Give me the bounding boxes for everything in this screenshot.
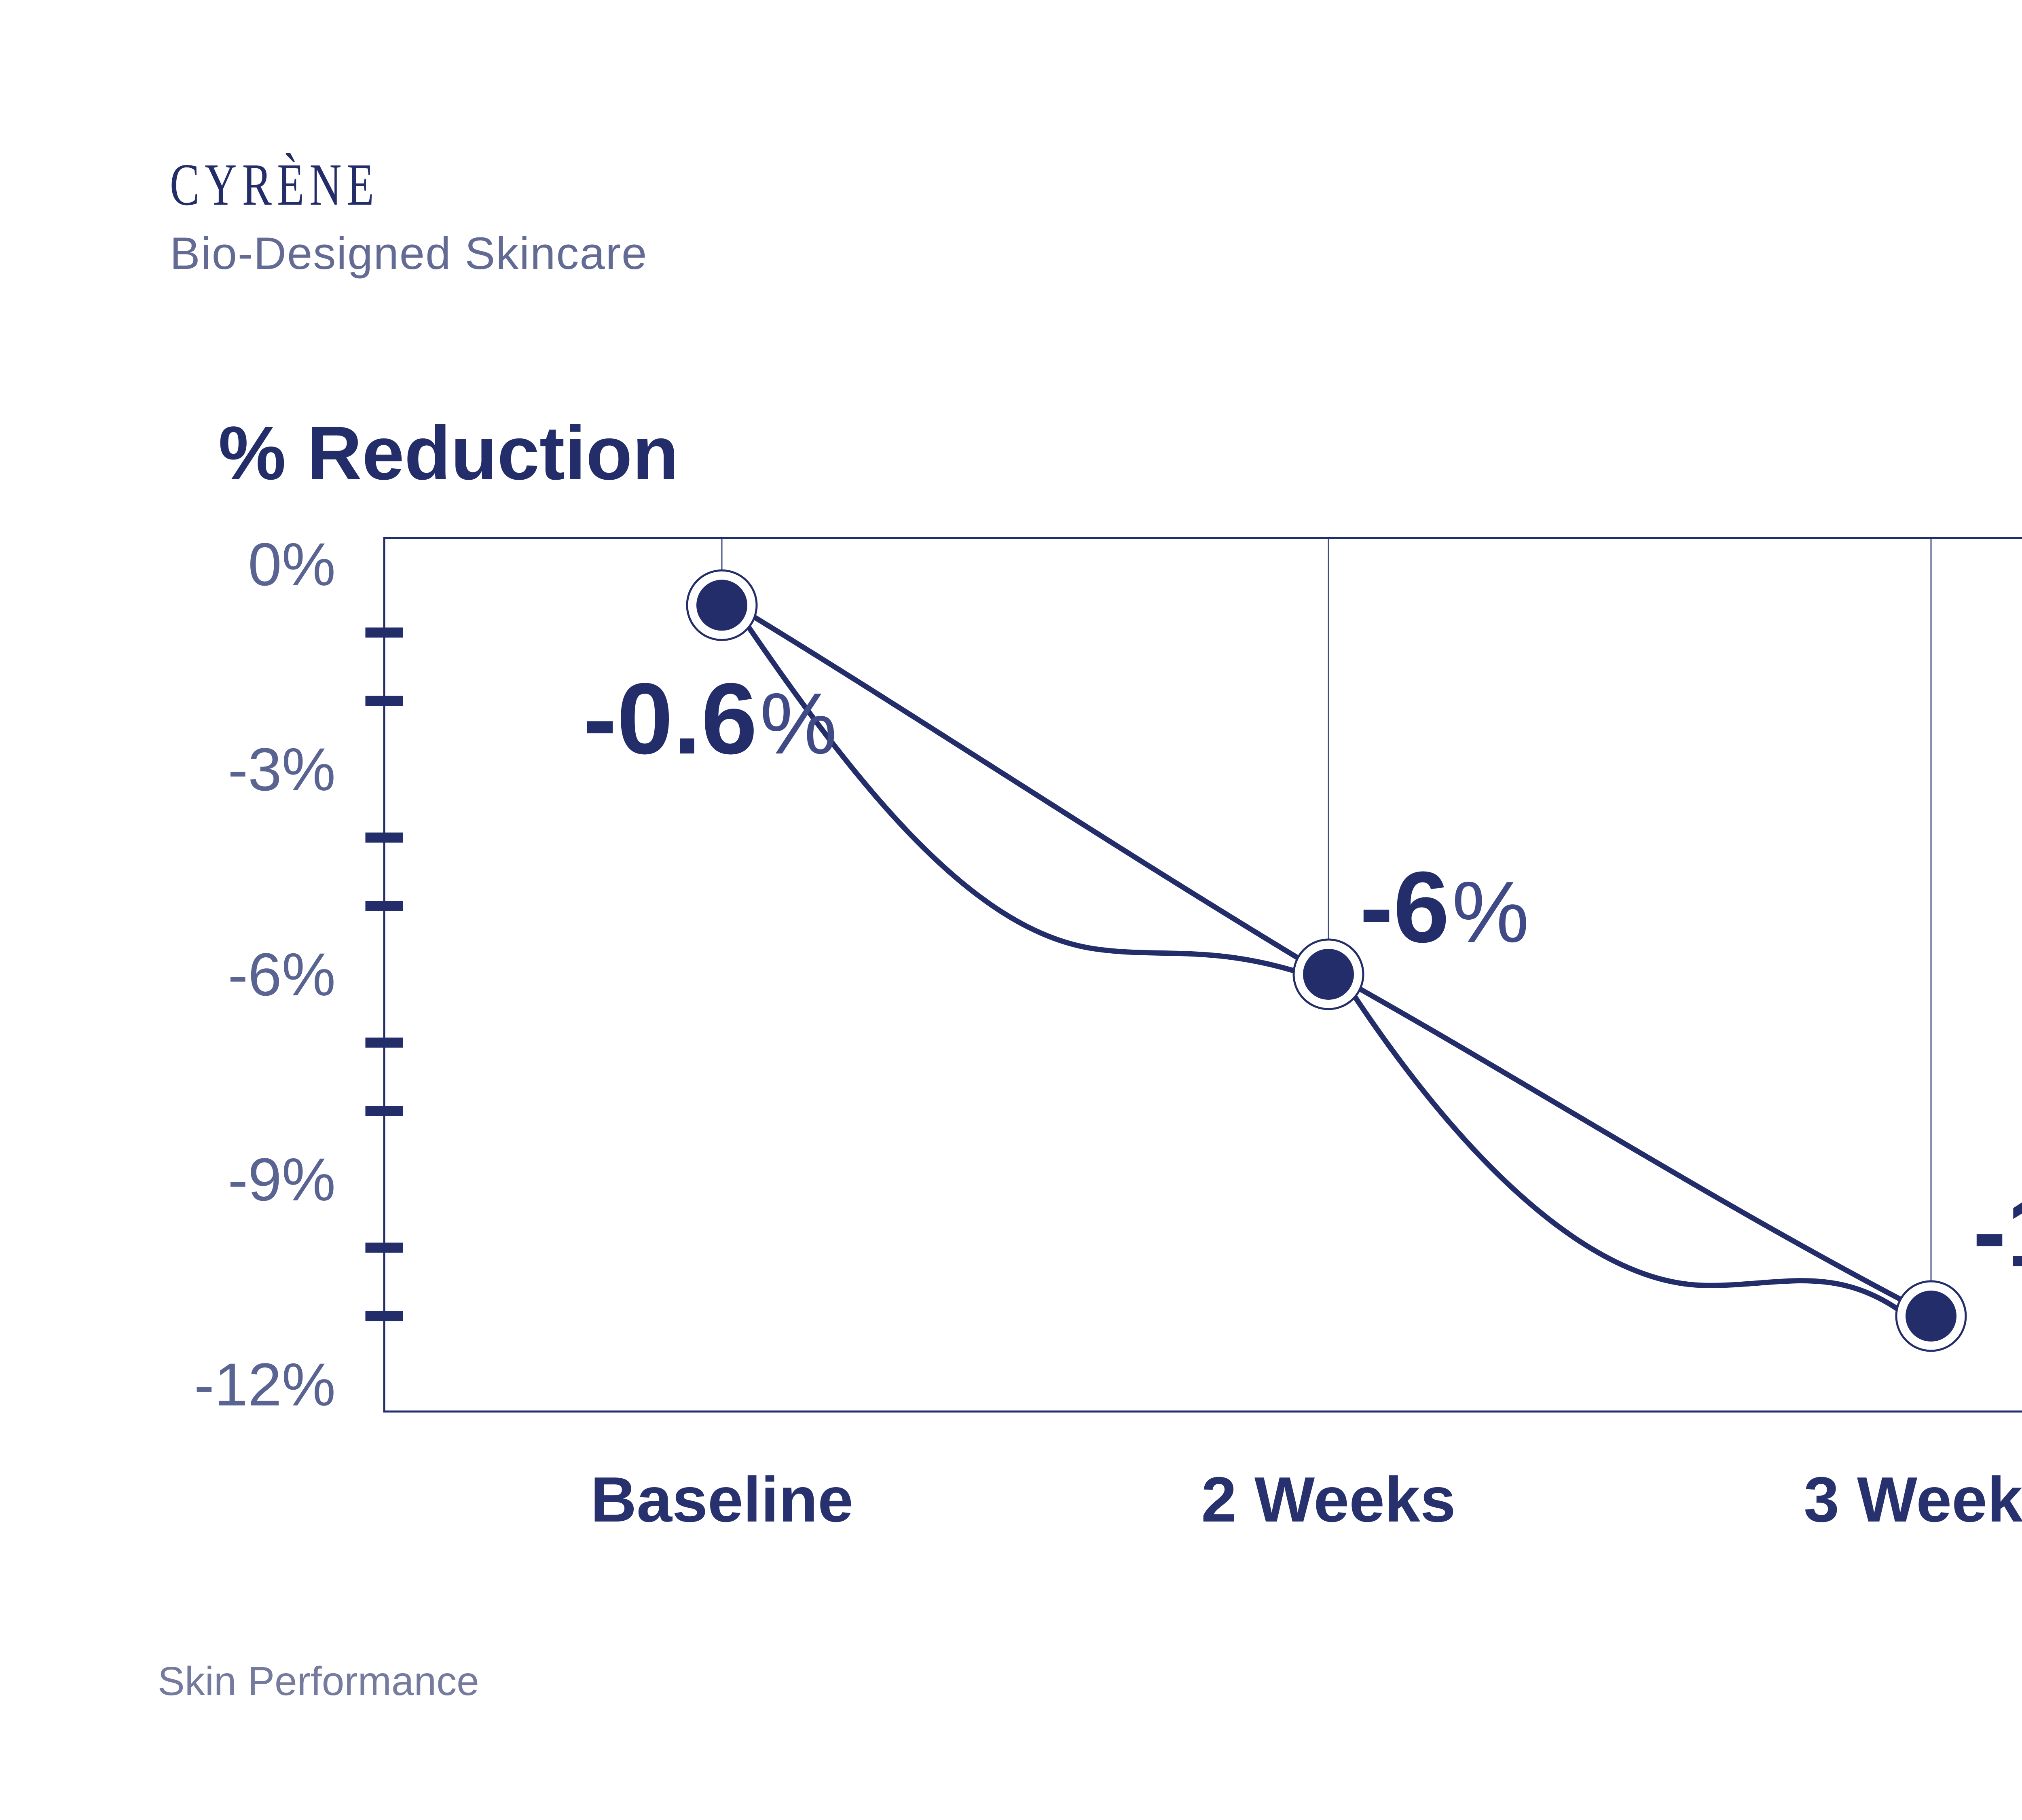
- point-label-number: -11: [1973, 1175, 2022, 1288]
- y-tick-label--6%: -6%: [228, 940, 336, 1008]
- series-line-seg1a: [1352, 983, 1906, 1304]
- y-minor-tick: [365, 1242, 403, 1253]
- y-minor-tick: [365, 1037, 403, 1048]
- y-minor-tick: [365, 1311, 403, 1321]
- series-line-seg0a: [744, 609, 1302, 961]
- y-minor-tick: [365, 901, 403, 911]
- brand-logo: CYRÈNE: [170, 152, 379, 218]
- point-label-number: -6: [1360, 851, 1450, 963]
- brand-tagline: Bio-Designed Skincare: [170, 228, 648, 279]
- x-tick-label-0: Baseline: [590, 1464, 853, 1535]
- y-tick-label-0%: 0%: [248, 530, 336, 598]
- plot-border: [383, 537, 2022, 1413]
- y-tick-label--3%: -3%: [228, 735, 336, 803]
- y-axis-title: % Reduction: [218, 411, 679, 495]
- point-label-1: -6%: [1360, 857, 1529, 958]
- y-minor-tick: [365, 1106, 403, 1116]
- point-label-0: -0.6%: [583, 668, 837, 769]
- point-label-percent-sign: %: [759, 675, 837, 772]
- x-tick-label-2: 3 Weeks: [1804, 1464, 2022, 1535]
- series-line-seg0b: [741, 618, 1302, 975]
- point-label-number: -0.6: [583, 662, 757, 775]
- x-tick-label-1: 2 Weeks: [1201, 1464, 1456, 1535]
- point-label-2: -11%: [1973, 1181, 2022, 1282]
- y-tick-label--12%: -12%: [194, 1350, 336, 1418]
- footer-left-caption: Skin Performance: [158, 1659, 479, 1704]
- series-line-seg1b: [1350, 991, 1906, 1316]
- marker-dot-0: [696, 580, 747, 631]
- y-minor-tick: [365, 696, 403, 706]
- point-label-percent-sign: %: [1452, 863, 1529, 961]
- marker-dot-1: [1303, 949, 1354, 1000]
- y-minor-tick: [365, 627, 403, 638]
- y-minor-tick: [365, 832, 403, 843]
- marker-dot-2: [1906, 1291, 1956, 1342]
- y-tick-label--9%: -9%: [228, 1145, 336, 1213]
